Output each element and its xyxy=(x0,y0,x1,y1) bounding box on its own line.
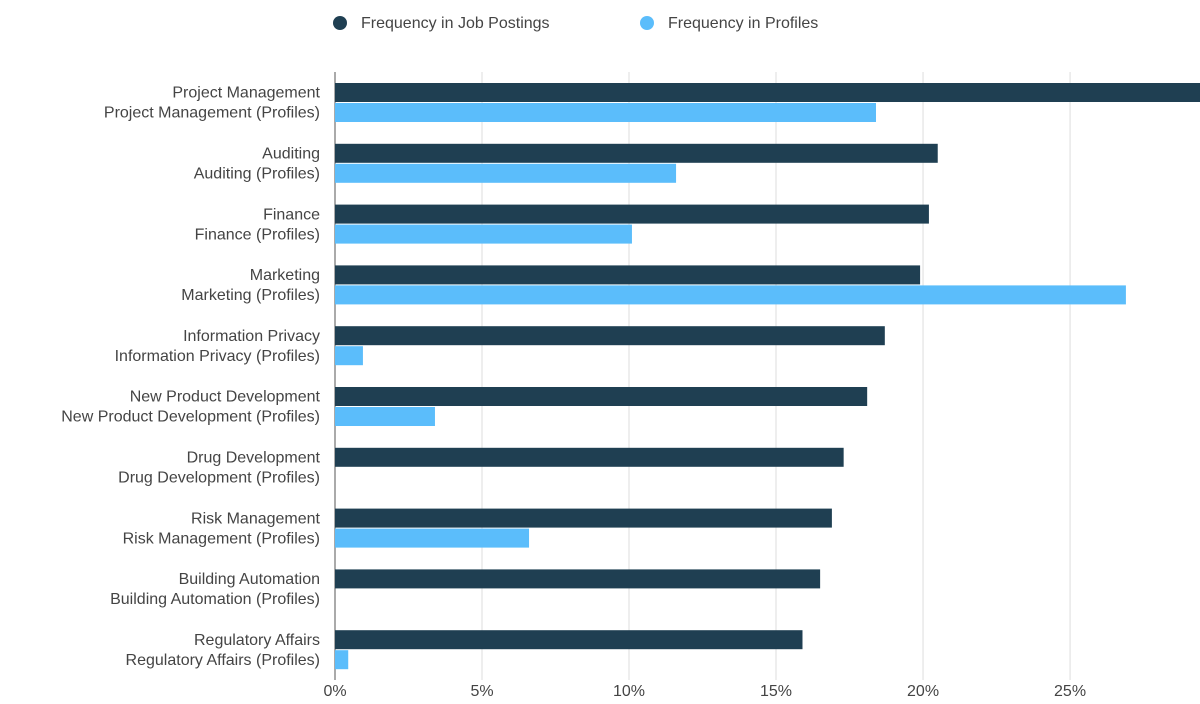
bar xyxy=(335,83,1200,102)
y-tick-label: Auditing xyxy=(262,146,320,163)
y-tick-label: Auditing (Profiles) xyxy=(194,166,320,183)
bar xyxy=(335,163,677,183)
y-tick-label: Drug Development (Profiles) xyxy=(118,470,320,487)
legend-marker xyxy=(333,16,347,30)
bar xyxy=(335,204,929,224)
bar xyxy=(335,103,876,122)
bar xyxy=(335,387,868,406)
x-tick-label: 25% xyxy=(1054,683,1086,699)
legend-marker xyxy=(640,16,654,30)
x-tick-label: 15% xyxy=(760,683,792,699)
y-tick-label: Drug Development xyxy=(187,450,321,467)
y-tick-label: Marketing xyxy=(250,267,320,284)
y-tick-label: New Product Development (Profiles) xyxy=(61,409,320,426)
bar xyxy=(335,407,435,426)
y-tick-label: Project Management (Profiles) xyxy=(104,105,320,122)
x-tick-label: 0% xyxy=(323,683,346,699)
y-tick-label: Project Management xyxy=(172,85,320,102)
bar xyxy=(335,569,821,589)
legend-label: Frequency in Job Postings xyxy=(361,15,550,32)
bar xyxy=(335,508,832,528)
y-tick-label: Finance (Profiles) xyxy=(195,226,320,243)
y-tick-label: Information Privacy xyxy=(183,328,320,345)
bar xyxy=(335,346,363,366)
bar xyxy=(335,285,1126,305)
bar xyxy=(335,143,938,163)
y-tick-label: Regulatory Affairs (Profiles) xyxy=(126,652,320,669)
y-tick-label: Building Automation (Profiles) xyxy=(110,591,320,608)
bar xyxy=(335,265,921,285)
y-tick-label: Marketing (Profiles) xyxy=(181,287,320,304)
legend-label: Frequency in Profiles xyxy=(668,15,818,32)
y-tick-label: Information Privacy (Profiles) xyxy=(115,348,320,365)
bar xyxy=(335,528,530,548)
y-tick-label: Risk Management (Profiles) xyxy=(123,530,320,547)
y-tick-label: New Product Development xyxy=(130,389,321,406)
y-tick-label: Regulatory Affairs xyxy=(194,632,320,649)
x-tick-label: 20% xyxy=(907,683,939,699)
bar xyxy=(335,630,803,650)
bar xyxy=(335,447,844,467)
bar xyxy=(335,650,349,670)
x-tick-label: 5% xyxy=(470,683,493,699)
bar xyxy=(335,224,632,244)
y-tick-label: Risk Management xyxy=(191,510,321,527)
bar xyxy=(335,326,885,346)
y-tick-label: Building Automation xyxy=(179,571,320,588)
y-tick-label: Finance xyxy=(263,206,320,223)
x-tick-label: 10% xyxy=(613,683,645,699)
